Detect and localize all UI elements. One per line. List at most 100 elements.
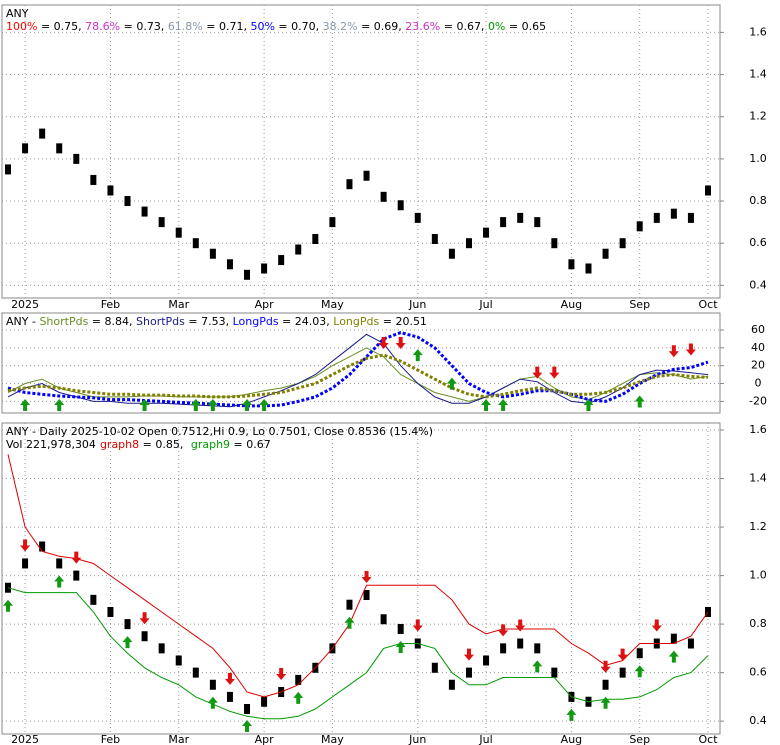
buy-arrow: [412, 349, 423, 362]
price-bar: [22, 558, 29, 569]
sell-arrow: [498, 624, 509, 637]
sell-arrow: [515, 619, 526, 632]
price-bar: [175, 227, 182, 238]
legend-text: ANY -: [6, 315, 39, 328]
y-tick-label: 60: [751, 323, 765, 336]
volume-legend: Vol 221,978,304 graph8 = 0.85, graph9 = 0…: [6, 438, 271, 451]
price-bar: [517, 638, 524, 649]
y-tick-label: 0: [755, 377, 762, 390]
price-bar: [687, 638, 694, 649]
sell-arrow: [651, 619, 662, 632]
price-bar: [619, 667, 626, 678]
buy-arrow: [20, 399, 31, 411]
x-tick-label: Jun: [408, 298, 426, 311]
panel-legend: ANY - Daily 2025-10-02 Open 0.7512,Hi 0.…: [6, 425, 433, 438]
y-tick-label: 20: [751, 359, 765, 372]
sell-arrow: [395, 337, 406, 349]
buy-arrow: [583, 399, 594, 411]
x-tick-label: Feb: [101, 733, 120, 745]
price-bar: [244, 269, 251, 280]
fib-legend-item: 61.8%: [168, 20, 203, 33]
legend-text: ANY - Daily 2025-10-02 Open 0.7512,Hi 0.…: [6, 425, 433, 438]
price-bar: [397, 623, 404, 634]
fib-legend-item: 50%: [250, 20, 274, 33]
legend-text: graph9: [191, 438, 230, 451]
fib-legend-item: = 0.69,: [358, 20, 406, 33]
price-bar: [551, 667, 558, 678]
x-tick-label: Jun: [408, 733, 426, 745]
panel-legend: ANY: [6, 7, 29, 20]
buy-arrow: [566, 708, 577, 721]
price-bar: [636, 221, 643, 232]
price-bar: [705, 606, 711, 617]
y-tick-label: 1.6: [749, 423, 767, 436]
price-bar: [448, 248, 455, 259]
legend-text: LongPds: [233, 315, 279, 328]
sell-arrow: [532, 366, 543, 379]
fib-legend-item: 100%: [6, 20, 37, 33]
sell-arrow: [463, 648, 474, 661]
price-bar: [22, 143, 29, 154]
price-bar: [705, 185, 711, 196]
price-bar: [653, 212, 660, 223]
legend-text: Vol 221,978,304: [6, 438, 96, 451]
price-bar: [346, 599, 353, 610]
y-tick-label: 1.6: [749, 25, 767, 38]
y-tick-label: 0.6: [749, 666, 767, 679]
buy-arrow: [344, 616, 355, 629]
price-bar: [534, 643, 541, 654]
y-tick-label: 0.8: [749, 194, 767, 207]
price-bar: [483, 655, 490, 666]
price-bar: [261, 263, 268, 274]
price-bar: [295, 244, 302, 255]
x-tick-label: Oct: [698, 733, 718, 745]
price-bar: [39, 128, 46, 139]
y-tick-label: 1.4: [749, 472, 767, 485]
legend-text: = 20.51: [379, 315, 427, 328]
fib-legend-item: 23.6%: [405, 20, 440, 33]
price-bar: [500, 643, 507, 654]
price-bar: [107, 185, 114, 196]
x-tick-label: Mar: [168, 733, 189, 745]
buy-arrow: [242, 720, 253, 732]
legend-text: LongPds: [333, 315, 379, 328]
price-bar: [329, 217, 336, 228]
price-bar: [73, 153, 80, 164]
fib-legend-item: = 0.67,: [440, 20, 488, 33]
legend-text: ShortPds: [136, 315, 185, 328]
price-bar: [141, 631, 148, 642]
buy-arrow: [207, 696, 218, 709]
price-bar: [363, 589, 370, 600]
fib-legend: 100% = 0.75, 78.6% = 0.73, 61.8% = 0.71,…: [6, 20, 546, 33]
price-bar: [397, 200, 404, 211]
fib-legend-item: = 0.70,: [275, 20, 323, 33]
buy-arrow: [54, 575, 65, 588]
y-tick-label: 0.8: [749, 617, 767, 630]
buy-arrow: [634, 665, 645, 678]
buy-arrow: [293, 691, 304, 704]
price-bar: [431, 233, 438, 244]
panel-legend: ANY - ShortPds = 8.84, ShortPds = 7.53, …: [6, 315, 427, 328]
price-bar: [278, 255, 285, 266]
price-bar: [209, 248, 216, 259]
x-tick-label: Apr: [255, 733, 275, 745]
price-bar: [90, 594, 97, 605]
buy-arrow: [122, 636, 133, 649]
price-bar: [141, 206, 148, 217]
buy-arrow: [600, 696, 611, 709]
price-bar: [192, 238, 199, 249]
buy-arrow: [54, 399, 65, 411]
price-bar: [687, 212, 694, 223]
x-tick-label: Apr: [255, 298, 275, 311]
price-bar: [90, 174, 97, 185]
price-bar: [346, 179, 353, 190]
price-bar: [602, 679, 609, 690]
series-line: [7, 454, 709, 698]
sell-arrow: [224, 672, 235, 685]
price-bar: [56, 143, 63, 154]
y-tick-label: -20: [749, 394, 767, 407]
buy-arrow: [190, 399, 201, 411]
x-tick-label: Sep: [629, 298, 650, 311]
signal-panel: [1, 422, 721, 735]
buy-arrow: [668, 650, 679, 663]
